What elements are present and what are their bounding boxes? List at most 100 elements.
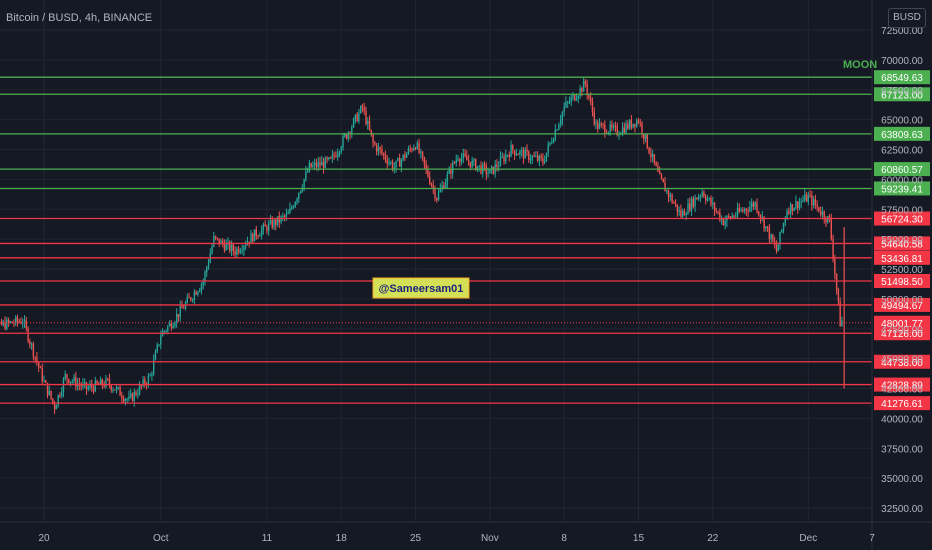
candle-body [474, 159, 477, 171]
candle-body [197, 291, 199, 295]
candle-body [252, 233, 254, 242]
price-tick-label: 37500.00 [881, 444, 923, 455]
candle-body [57, 395, 59, 406]
candle-body [627, 123, 629, 129]
candle-body [37, 362, 40, 368]
candle-body [430, 183, 433, 186]
candle-body [322, 161, 325, 168]
candle-body [198, 289, 201, 292]
candle-body [754, 202, 756, 207]
candle-body [750, 203, 753, 207]
candle-body [768, 227, 771, 240]
candle-body [204, 272, 206, 282]
candle-body [457, 159, 459, 161]
candle-body [736, 207, 739, 216]
candle-body [259, 235, 261, 237]
candle-body [174, 322, 176, 326]
level-price-tag [874, 250, 930, 265]
candle-body [112, 389, 114, 391]
price-tick-label: 45000.00 [881, 355, 923, 366]
candle-body [499, 156, 502, 167]
candle-body [713, 202, 716, 211]
candle-body [687, 203, 689, 215]
candle-body [758, 211, 760, 215]
candle-body [648, 147, 650, 154]
candle-body [211, 246, 213, 254]
level-price-tag [874, 70, 930, 85]
candle-body [53, 402, 56, 410]
candle-body [577, 95, 580, 99]
candle-body [30, 343, 33, 345]
candle-body [390, 162, 392, 164]
candle-body [784, 218, 787, 224]
candle-body [402, 154, 404, 160]
candle-body [382, 153, 385, 155]
candle-body [13, 323, 15, 325]
currency-button[interactable]: BUSD [888, 8, 926, 28]
candle-body [345, 134, 348, 139]
candle-body [36, 357, 38, 363]
candle-body [319, 162, 321, 166]
candle-body [301, 187, 304, 191]
candle-body [697, 196, 700, 200]
candle-body [451, 162, 454, 174]
candle-body [812, 199, 815, 206]
candle-body [706, 198, 709, 201]
candle-body [837, 289, 840, 302]
candle-body [335, 155, 337, 157]
candle-body [788, 211, 790, 214]
candle-body [177, 313, 180, 318]
candle-body [664, 182, 666, 192]
candle-body [206, 267, 208, 273]
candle-body [229, 242, 231, 252]
candle-body [292, 207, 295, 209]
candle-body [637, 120, 640, 123]
candle-body [653, 154, 656, 163]
candle-body [99, 379, 102, 385]
candle-body [179, 305, 181, 318]
candle-body [476, 166, 479, 171]
candle-body [828, 216, 831, 219]
candle-body [462, 153, 465, 158]
candle-body [94, 380, 97, 392]
candle-body [241, 250, 243, 252]
candle-body [310, 163, 312, 168]
candle-body [342, 136, 344, 148]
candle-body [635, 120, 638, 127]
candle-body [775, 245, 778, 252]
candle-body [804, 194, 806, 201]
candle-body [765, 226, 767, 229]
candle-body [4, 321, 6, 329]
candle-body [763, 216, 765, 229]
candle-body [425, 164, 427, 169]
candle-body [575, 98, 578, 101]
candle-body [232, 244, 235, 252]
candle-body [370, 129, 373, 135]
candle-body [591, 101, 594, 112]
candle-body [122, 398, 125, 402]
candle-body [184, 302, 187, 309]
candle-body [14, 317, 17, 324]
candle-body [743, 208, 746, 211]
candle-body [515, 154, 518, 156]
candle-body [512, 145, 514, 151]
level-price-tag [874, 396, 930, 411]
candle-body [505, 154, 507, 162]
candle-body [195, 292, 197, 295]
candle-body [400, 159, 403, 167]
candle-body [816, 204, 818, 207]
candle-body [614, 126, 617, 128]
candle-body [582, 81, 585, 92]
candle-body [280, 216, 282, 223]
candle-body [427, 168, 429, 177]
candle-body [48, 390, 51, 395]
level-price-label: 41276.61 [881, 399, 923, 410]
candle-body [483, 164, 486, 167]
candle-body [50, 390, 52, 399]
candle-body [119, 387, 121, 396]
candle-body [841, 320, 843, 327]
level-price-tag [874, 236, 930, 251]
candle-body [795, 201, 797, 208]
candle-body [459, 159, 461, 162]
candle-body [536, 155, 539, 161]
